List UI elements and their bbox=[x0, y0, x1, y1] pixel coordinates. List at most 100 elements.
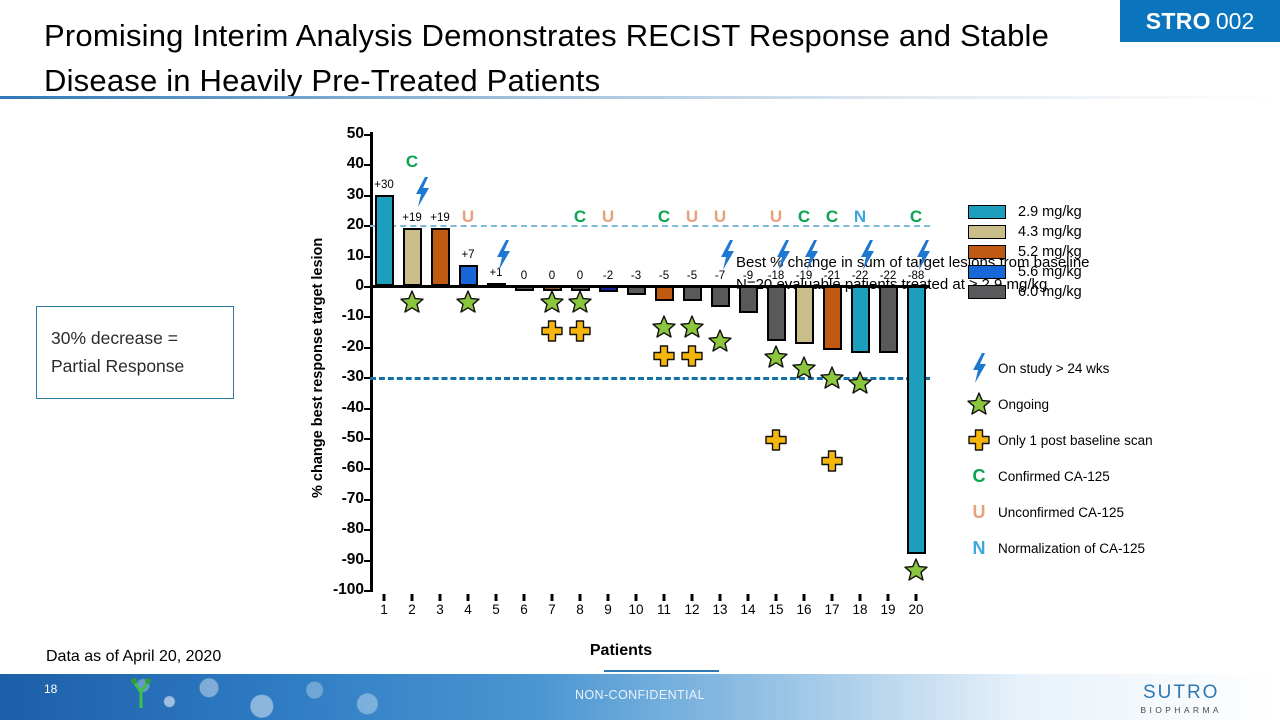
x-axis-tickmark bbox=[522, 594, 526, 601]
bar-patient-3 bbox=[430, 228, 450, 286]
symbol-legend-label: Unconfirmed CA-125 bbox=[998, 504, 1125, 520]
ongoing-star-icon-patient-13 bbox=[708, 329, 732, 353]
x-axis-tickmark bbox=[634, 594, 638, 601]
x-axis-tickmark bbox=[494, 594, 498, 601]
symbol-legend: On study > 24 wks Ongoing Only 1 post base… bbox=[962, 350, 1232, 566]
x-axis-tickmark bbox=[718, 594, 722, 601]
ca125-marker-c-patient-11: C bbox=[657, 207, 671, 227]
bar-value-label: -22 bbox=[879, 270, 897, 282]
title-divider bbox=[0, 96, 1280, 99]
bar-value-label: 0 bbox=[548, 270, 556, 282]
bar-patient-17 bbox=[822, 286, 842, 350]
lightning-bolt-icon bbox=[962, 353, 996, 383]
symbol-legend-label: Confirmed CA-125 bbox=[998, 468, 1110, 484]
y-axis-tickmark bbox=[364, 225, 371, 228]
x-axis-tick-patient-2: 2 bbox=[408, 602, 416, 617]
x-axis-tickmark bbox=[830, 594, 834, 601]
bar-value-label: -21 bbox=[823, 270, 841, 282]
dose-legend-label: 5.6 mg/kg bbox=[1018, 263, 1082, 280]
one-post-baseline-plus-icon-patient-17 bbox=[821, 450, 843, 472]
dose-legend-label: 6.0 mg/kg bbox=[1018, 283, 1082, 300]
y-axis-tick: 0 bbox=[355, 277, 364, 294]
on-study-bolt-icon-patient-16 bbox=[803, 240, 819, 271]
y-axis-tickmark bbox=[364, 255, 371, 258]
dose-legend: 2.9 mg/kg 4.3 mg/kg 5.2 mg/kg 5.6 mg/kg 6.0 … bbox=[968, 202, 1168, 302]
x-axis-tick-patient-6: 6 bbox=[520, 602, 528, 617]
ca125-marker-u-patient-12: U bbox=[685, 207, 699, 227]
one-post-baseline-plus-icon-patient-8 bbox=[569, 320, 591, 342]
y-axis-tick: 40 bbox=[346, 155, 364, 173]
logo-tagline: BIOPHARMA bbox=[1140, 705, 1222, 715]
ca125-marker-c-patient-16: C bbox=[797, 207, 811, 227]
y-axis-tick-marks bbox=[296, 122, 946, 642]
dose-legend-item: 5.2 mg/kg bbox=[968, 242, 1168, 261]
on-study-bolt-icon-patient-20 bbox=[915, 240, 931, 271]
x-axis-tickmark bbox=[410, 594, 414, 601]
x-axis-tick-patient-17: 17 bbox=[824, 602, 840, 617]
on-study-bolt-icon-patient-15 bbox=[775, 240, 791, 271]
bar-value-label: -88 bbox=[907, 270, 925, 282]
y-axis-tick: 50 bbox=[346, 125, 364, 142]
bar-value-label: -5 bbox=[658, 270, 670, 282]
program-badge: STRO 002 bbox=[1120, 0, 1280, 42]
dose-color-swatch bbox=[968, 244, 1006, 259]
ongoing-star-icon-patient-15 bbox=[764, 345, 788, 369]
bar-value-label: -2 bbox=[602, 270, 614, 282]
x-axis-tick-patient-3: 3 bbox=[436, 602, 444, 617]
dose-color-swatch bbox=[968, 284, 1006, 299]
ongoing-star-icon-patient-7 bbox=[540, 290, 564, 314]
callout-line-1: 30% decrease = bbox=[51, 328, 178, 349]
bar-patient-11 bbox=[654, 286, 674, 302]
y-axis-tickmark bbox=[364, 438, 371, 440]
symbol-legend-label: Ongoing bbox=[998, 396, 1050, 412]
x-axis-tickmark bbox=[774, 594, 778, 601]
callout-line-2: Partial Response bbox=[51, 355, 185, 376]
y-axis-tick: -100 bbox=[332, 581, 364, 598]
x-axis-label-underline bbox=[604, 670, 719, 672]
dose-legend-label: 5.2 mg/kg bbox=[1018, 243, 1082, 260]
y-axis-tick: -90 bbox=[341, 550, 364, 568]
bar-value-label: -7 bbox=[714, 270, 726, 282]
symbol-legend-item: C Confirmed CA-125 bbox=[962, 458, 1232, 494]
page-title: Promising Interim Analysis Demonstrates … bbox=[44, 18, 1050, 98]
y-axis-tick: -80 bbox=[341, 520, 364, 538]
y-axis-line bbox=[370, 132, 373, 592]
ongoing-star-icon-patient-18 bbox=[848, 371, 872, 395]
x-axis-tick-patient-10: 10 bbox=[628, 602, 644, 617]
y-axis-tickmark bbox=[364, 590, 371, 592]
bar-value-label: -9 bbox=[742, 270, 754, 282]
y-axis-tickmark bbox=[364, 346, 371, 349]
one-post-baseline-plus-icon-patient-7 bbox=[541, 320, 563, 342]
x-axis-tickmark bbox=[746, 594, 750, 601]
ca125-marker-u-patient-15: U bbox=[769, 207, 783, 227]
x-axis-tick-patient-19: 19 bbox=[880, 602, 896, 617]
y-axis-tick: 20 bbox=[346, 216, 364, 234]
x-axis-tickmark bbox=[438, 594, 442, 601]
bar-value-label: 0 bbox=[576, 270, 584, 282]
reference-line-20 bbox=[370, 225, 930, 228]
x-axis-tick-patient-20: 20 bbox=[908, 602, 924, 617]
bar-value-label: -22 bbox=[851, 270, 869, 282]
bar-patient-12 bbox=[682, 286, 702, 302]
bar-patient-18 bbox=[850, 286, 870, 353]
data-as-of-text: Data as of April 20, 2020 bbox=[46, 648, 222, 665]
on-study-bolt-icon-patient-2 bbox=[414, 176, 430, 207]
ca125-marker-u-patient-4: U bbox=[461, 207, 475, 227]
bar-value-label: -18 bbox=[767, 270, 785, 282]
ongoing-star-icon-patient-17 bbox=[820, 366, 844, 390]
sutro-biopharma-logo: SUTRO BIOPHARMA bbox=[1140, 682, 1222, 715]
y-axis-tick: -30 bbox=[341, 368, 364, 386]
x-axis-tick-patient-13: 13 bbox=[712, 602, 728, 617]
dose-legend-label: 4.3 mg/kg bbox=[1018, 223, 1082, 240]
bar-value-label: -19 bbox=[795, 270, 813, 282]
star-icon bbox=[962, 392, 996, 416]
program-badge-number: 002 bbox=[1215, 7, 1255, 34]
zero-baseline-axis bbox=[370, 285, 930, 288]
ca125-marker-u-patient-13: U bbox=[713, 207, 727, 227]
ongoing-star-icon-patient-2 bbox=[400, 290, 424, 314]
y-axis-tick: -50 bbox=[341, 429, 364, 446]
x-axis-tickmark bbox=[550, 594, 554, 601]
ca125-marker-n-patient-18: N bbox=[853, 207, 867, 227]
molecule-icon bbox=[131, 678, 151, 708]
on-study-bolt-icon-patient-13 bbox=[719, 240, 735, 271]
